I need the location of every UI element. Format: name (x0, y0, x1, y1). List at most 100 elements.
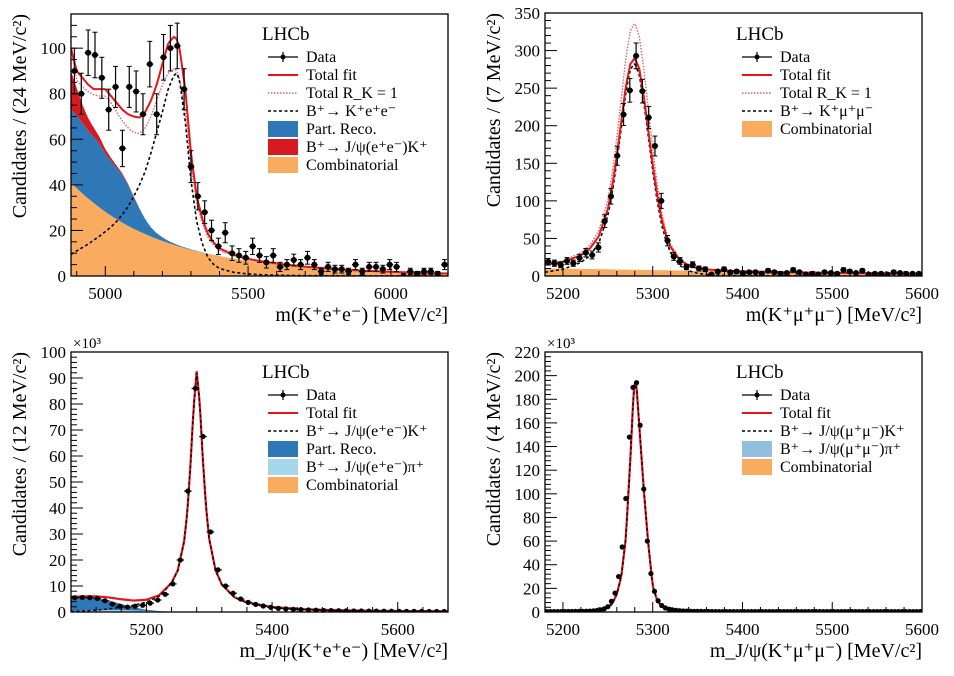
data-point (221, 222, 229, 244)
data-point (317, 267, 325, 276)
data-marker (616, 573, 622, 580)
legend-item: B⁺→ K⁺μ⁺μ⁻ (742, 103, 873, 120)
x-axis-title: m(K⁺e⁺e⁻) [MeV/c²] (275, 304, 448, 326)
data-point (576, 253, 583, 263)
data-point (153, 597, 162, 603)
data-marker (637, 422, 643, 428)
data-point (840, 266, 847, 273)
data-point (166, 24, 174, 72)
data-marker (595, 244, 602, 251)
legend-item: Total R_K = 1 (268, 85, 398, 102)
data-marker (328, 607, 334, 612)
data-points (545, 42, 922, 276)
data-point (206, 529, 215, 535)
legend-item: B⁺→ J/ψ(e⁺e⁻)K⁺ (268, 139, 428, 156)
data-marker (260, 603, 266, 609)
signal-curve (545, 381, 922, 612)
data-point (620, 102, 627, 126)
legend-data-marker (280, 54, 286, 60)
data-marker (112, 83, 119, 90)
data-marker (648, 570, 654, 577)
data-point (834, 270, 841, 276)
x-tick-label: 5300 (636, 620, 670, 639)
plot-area (71, 371, 448, 612)
data-marker (160, 54, 167, 61)
data-point (160, 34, 167, 81)
legend-item: Total fit (742, 405, 831, 422)
data-point (304, 607, 313, 612)
data-point (169, 581, 177, 587)
data-marker (283, 606, 289, 612)
legend-label: B⁺→ J/ψ(e⁺e⁻)π⁺ (306, 459, 424, 476)
data-marker (72, 595, 78, 601)
legend-label: B⁺→ K⁺μ⁺μ⁻ (780, 103, 873, 120)
data-marker (605, 604, 611, 610)
y-tick-label: 0 (532, 603, 541, 622)
legend-item: Combinatorial (742, 121, 873, 138)
data-marker (752, 269, 759, 276)
data-marker (626, 87, 633, 94)
data-marker (427, 268, 434, 275)
data-marker (345, 268, 352, 275)
plot-area (545, 22, 922, 276)
legend-label: Total R_K = 1 (780, 85, 872, 102)
data-marker (379, 266, 386, 273)
y-tick-label: 300 (515, 42, 541, 61)
legend-item: B⁺→ J/ψ(e⁺e⁻)K⁺ (268, 423, 428, 440)
data-marker (283, 261, 290, 268)
legend-label: B⁺→ K⁺e⁺e⁻ (306, 103, 396, 120)
data-marker (338, 266, 345, 273)
data-marker (714, 268, 721, 275)
legend-item: Total fit (268, 405, 357, 422)
data-marker (117, 603, 123, 609)
data-point (331, 264, 339, 274)
legend-fill-swatch (742, 441, 772, 457)
data-marker (181, 86, 188, 93)
plot-area (545, 380, 922, 612)
data-marker (903, 270, 910, 276)
legend-fill-swatch (742, 459, 772, 475)
data-point (821, 269, 828, 276)
data-point (283, 259, 291, 271)
data-marker (155, 597, 161, 603)
y-tick-label: 90 (49, 369, 66, 388)
data-marker (658, 197, 665, 204)
data-point (372, 608, 381, 612)
legend-item: Total fit (742, 67, 831, 84)
data-marker (305, 607, 312, 612)
y-tick-label: 30 (49, 525, 66, 544)
data-point (783, 269, 791, 276)
data-marker (366, 608, 372, 612)
data-marker (147, 600, 153, 606)
data-point (570, 259, 577, 267)
data-marker (608, 598, 615, 604)
data-point (201, 200, 209, 225)
data-marker (551, 260, 558, 267)
data-point (349, 608, 358, 612)
legend-label: Total fit (780, 67, 831, 84)
data-point (637, 422, 643, 428)
data-marker (796, 269, 803, 276)
legend-label: B⁺→ J/ψ(μ⁺μ⁻)K⁺ (780, 423, 905, 440)
data-marker (802, 271, 809, 276)
data-point (915, 270, 922, 276)
x-tick-label: 5400 (255, 620, 289, 639)
data-marker (641, 486, 647, 492)
total-rk1-curve (545, 22, 922, 275)
data-marker (215, 243, 222, 250)
data-marker (200, 433, 206, 440)
data-point (345, 267, 353, 276)
data-marker (105, 106, 112, 113)
data-point (714, 268, 721, 275)
data-marker (290, 257, 297, 264)
data-marker (917, 609, 922, 612)
data-point (259, 603, 268, 609)
data-marker (290, 606, 297, 612)
x-axis-title: m(K⁺μ⁺μ⁻) [MeV/c²] (746, 304, 922, 326)
panel-jpsi-mumu: 5200 5300 5400 5500 5600 0 20 40 60 80 100 120 140 16… (483, 336, 939, 662)
y-axis-title: Candidates / (4 MeV/c²) (483, 352, 505, 546)
data-marker (297, 261, 304, 268)
x-tick-label: 5300 (636, 284, 670, 303)
data-point (695, 265, 703, 272)
legend-data-marker (754, 392, 760, 398)
